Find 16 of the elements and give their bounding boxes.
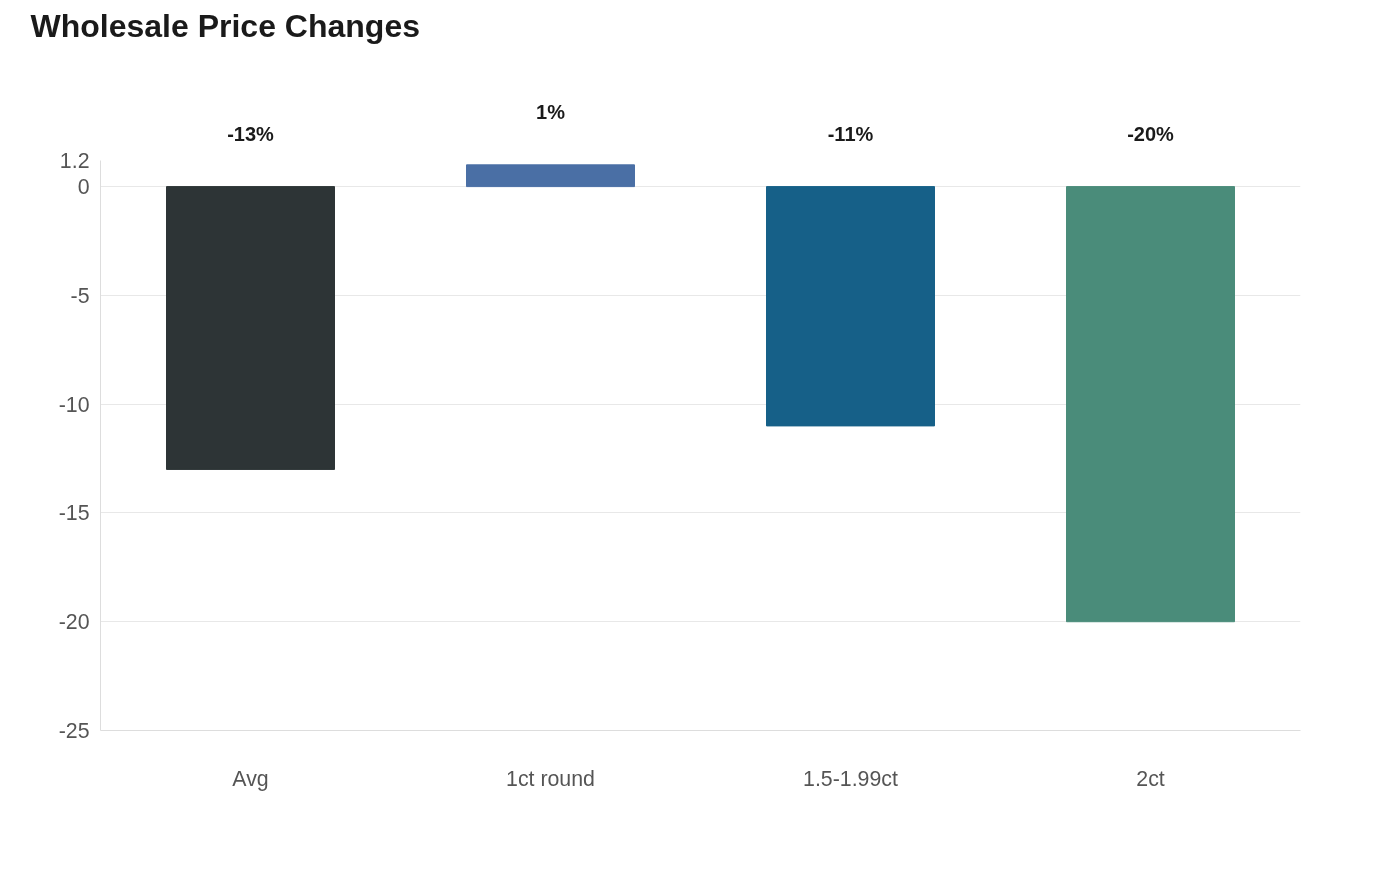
y-tick-label: 0 — [77, 175, 90, 200]
y-tick-label: -10 — [58, 392, 90, 417]
chart-title: Wholesale Price Changes — [30, 7, 420, 44]
y-tick-label: -5 — [70, 283, 90, 308]
y-tick-label: -25 — [58, 719, 90, 743]
y-tick-label: -15 — [58, 501, 90, 526]
x-tick-label: Avg — [232, 766, 269, 791]
data-label: -13% — [227, 122, 275, 145]
x-tick-label: 2ct — [1136, 766, 1165, 791]
y-tick-label: -20 — [58, 610, 90, 635]
data-label: 1% — [536, 100, 566, 123]
y-tick-label: 1.2 — [59, 149, 90, 173]
data-label: -20% — [1127, 122, 1175, 145]
x-tick-label: 1.5-1.99ct — [803, 766, 898, 791]
x-tick-label: 1ct round — [506, 766, 595, 791]
data-label: -11% — [827, 122, 874, 145]
